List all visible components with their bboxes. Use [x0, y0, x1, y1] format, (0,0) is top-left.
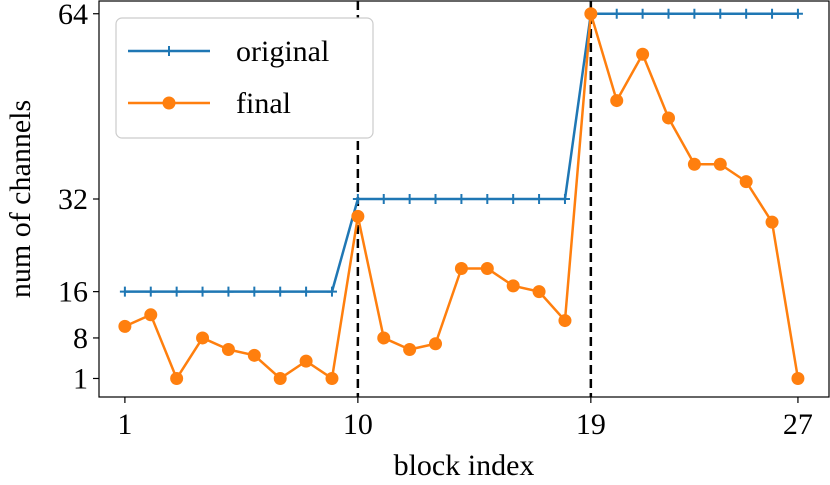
original-point	[534, 194, 545, 204]
y-axis-title: num of channels	[4, 100, 37, 298]
original-point	[352, 194, 363, 204]
final-point	[687, 157, 701, 171]
final-point	[429, 337, 443, 351]
final-point	[532, 285, 546, 299]
original-point	[301, 286, 312, 297]
final-point	[506, 279, 520, 293]
final-point	[739, 175, 753, 189]
legend-item-final: final	[128, 87, 291, 120]
x-tick-label: 10	[343, 408, 373, 441]
original-point	[792, 8, 803, 19]
final-point	[403, 343, 417, 357]
x-tick-label: 27	[783, 408, 813, 441]
original-legend-marker	[164, 46, 174, 56]
final-point	[480, 261, 494, 275]
original-point	[326, 286, 337, 297]
final-point	[636, 47, 650, 61]
final-point	[351, 209, 365, 223]
legend: original final	[115, 17, 374, 139]
legend-item-original: original	[128, 35, 329, 68]
final-point	[221, 343, 235, 357]
final-point	[454, 261, 468, 275]
final-point	[325, 371, 339, 385]
original-point	[197, 286, 208, 297]
final-point	[144, 308, 158, 322]
final-point	[170, 371, 184, 385]
final-point	[118, 319, 132, 333]
original-point	[119, 286, 130, 297]
series-original	[119, 8, 803, 297]
y-tick-label: 64	[58, 0, 88, 31]
legend-box	[115, 17, 374, 139]
original-point	[404, 194, 415, 204]
final-point	[584, 7, 598, 21]
original-point	[508, 194, 519, 204]
y-axis-ticks: 1 8 16 32 64	[58, 0, 99, 395]
final-point	[299, 354, 313, 368]
final-point	[273, 371, 287, 385]
original-point	[456, 194, 467, 204]
final-legend-label: final	[236, 87, 291, 120]
final-point	[610, 94, 624, 108]
final-point	[765, 215, 779, 229]
original-point	[741, 8, 752, 19]
final-point	[196, 331, 210, 345]
final-point	[247, 348, 261, 362]
original-point	[663, 8, 674, 19]
final-point	[377, 331, 391, 345]
original-point	[637, 8, 648, 19]
final-point	[558, 314, 572, 328]
original-point	[145, 286, 156, 297]
series-final	[118, 7, 805, 385]
original-point	[689, 8, 700, 19]
original-point	[223, 286, 234, 297]
x-axis-title: block index	[394, 449, 535, 482]
original-point	[430, 194, 441, 204]
original-point	[249, 286, 260, 297]
x-tick-label: 1	[117, 408, 132, 441]
x-axis-ticks: 1 10 19 27	[117, 397, 813, 441]
x-tick-label: 19	[576, 408, 606, 441]
original-point	[715, 8, 726, 19]
original-point	[275, 286, 286, 297]
y-tick-label: 8	[73, 322, 88, 355]
original-point	[171, 286, 182, 297]
final-point	[713, 157, 727, 171]
y-tick-label: 32	[58, 183, 88, 216]
y-tick-label: 16	[58, 276, 88, 309]
original-point	[378, 194, 389, 204]
original-point	[482, 194, 493, 204]
final-point	[791, 371, 805, 385]
original-point	[611, 8, 622, 19]
final-point	[662, 111, 676, 125]
final-legend-marker	[162, 96, 176, 110]
original-point	[767, 8, 778, 19]
y-tick-label: 1	[73, 362, 88, 395]
original-point	[559, 194, 570, 204]
original-legend-label: original	[236, 35, 329, 68]
series-layer	[118, 7, 805, 385]
